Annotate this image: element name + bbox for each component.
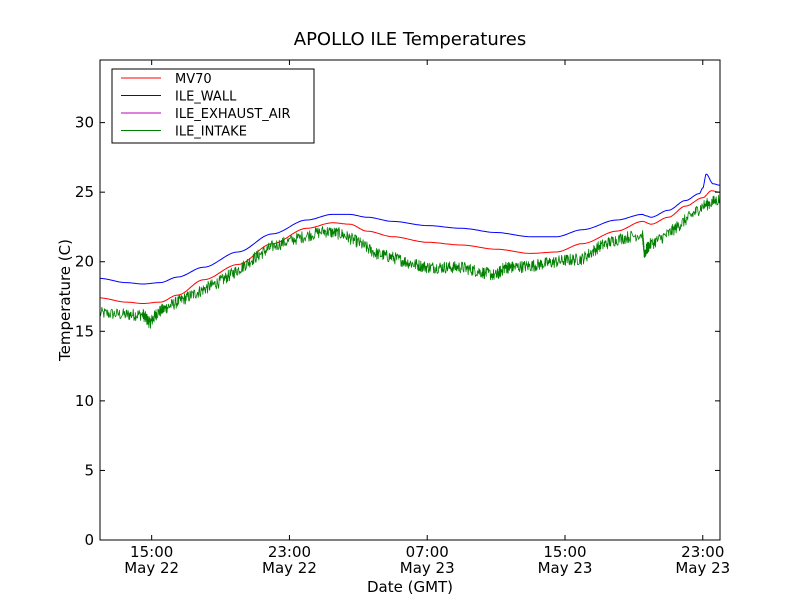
y-tick-label: 25	[75, 183, 94, 201]
x-tick-label-date: May 22	[262, 559, 317, 577]
x-tick-label-time: 07:00	[406, 543, 449, 561]
legend-box	[111, 68, 315, 144]
y-tick-label: 15	[75, 322, 94, 340]
y-axis-label: Temperature (C)	[56, 239, 74, 362]
series-line-mv70	[99, 190, 721, 304]
legend-label-mv70: MV70	[175, 72, 212, 87]
x-tick-label-time: 15:00	[543, 543, 586, 561]
y-tick-label: 10	[75, 392, 94, 410]
y-tick-label: 0	[84, 531, 94, 549]
series-line-ile-intake	[99, 194, 721, 329]
x-tick-label-time: 23:00	[268, 543, 311, 561]
y-tick-label: 20	[75, 253, 94, 271]
series-layer	[99, 173, 721, 329]
chart-title: APOLLO ILE Temperatures	[294, 29, 526, 50]
y-tick-label: 5	[84, 461, 94, 479]
x-tick-label-date: May 23	[538, 559, 593, 577]
legend: MV70 ILE_WALL ILE_EXHAUST_AIR ILE_INTAKE	[111, 68, 315, 144]
legend-label-ile-intake: ILE_INTAKE	[175, 125, 247, 140]
x-tick-label-date: May 23	[675, 559, 730, 577]
y-tick-label: 30	[75, 114, 94, 132]
x-tick-label-time: 23:00	[681, 543, 724, 561]
plot-frame	[99, 59, 721, 541]
series-line-ile-wall	[99, 173, 720, 285]
x-axis-label: Date (GMT)	[367, 578, 453, 596]
x-tick-label-date: May 22	[124, 559, 179, 577]
x-tick-label-time: 15:00	[130, 543, 173, 561]
legend-items: MV70 ILE_WALL ILE_EXHAUST_AIR ILE_INTAKE	[121, 72, 291, 140]
legend-label-ile-exhaust-air: ILE_EXHAUST_AIR	[175, 107, 291, 122]
x-tick-label-date: May 23	[400, 559, 455, 577]
legend-label-ile-wall: ILE_WALL	[175, 90, 237, 105]
